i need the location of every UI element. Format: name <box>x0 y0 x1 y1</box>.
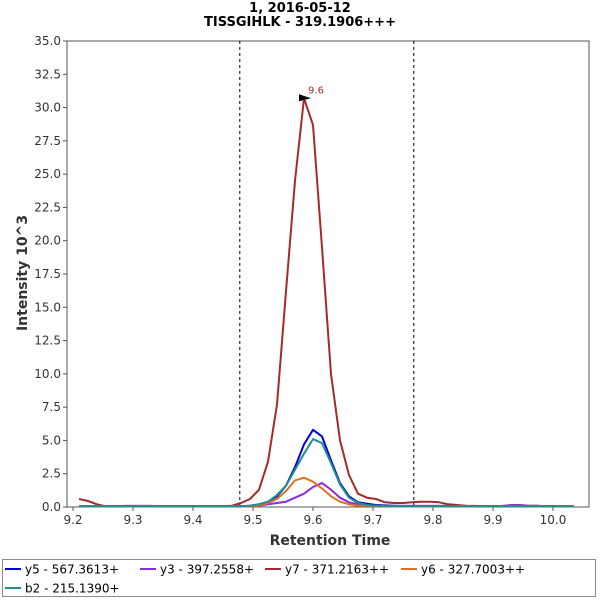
legend: y5 - 567.3613+ y3 - 397.2558+ y7 - 371.216… <box>2 559 596 597</box>
y-tick-label: 35.0 <box>34 34 61 48</box>
y-tick-label: 12.5 <box>34 334 61 348</box>
chart-title: 1, 2016-05-12 <box>249 1 351 16</box>
legend-swatch <box>265 567 281 570</box>
y-tick-label: 15.0 <box>34 300 61 314</box>
series-line <box>79 428 574 508</box>
x-tick-label: 9.7 <box>363 513 382 527</box>
y-tick-label: 20.0 <box>34 234 61 248</box>
x-axis-label: Retention Time <box>270 533 391 549</box>
annotations: 9.6 <box>299 85 324 102</box>
legend-swatch <box>5 567 21 570</box>
legend-label: y5 - 567.3613+ <box>25 562 120 577</box>
legend-label: y3 - 397.2558+ <box>160 562 255 577</box>
y-tick-label: 25.0 <box>34 167 61 181</box>
y-tick-label: 7.5 <box>42 400 61 414</box>
legend-label: y6 - 327.7003++ <box>421 562 526 577</box>
x-tick-label: 9.5 <box>243 513 262 527</box>
legend-item: y3 - 397.2558+ <box>140 562 254 577</box>
y-tick-label: 0.0 <box>42 500 61 514</box>
series-line <box>79 482 574 508</box>
y-tick-label: 22.5 <box>34 200 61 214</box>
legend-label: b2 - 215.1390+ <box>25 581 120 596</box>
x-tick-label: 9.2 <box>63 513 82 527</box>
y-axis-label: Intensity 10^3 <box>15 215 31 331</box>
series-line <box>78 97 574 508</box>
y-tick-label: 32.5 <box>34 67 61 81</box>
legend-item: y6 - 327.7003++ <box>401 562 525 577</box>
y-tick-label: 2.5 <box>42 467 61 481</box>
series-line <box>79 476 574 508</box>
legend-swatch <box>401 567 417 570</box>
legend-label: y7 - 371.2163++ <box>285 562 390 577</box>
chart-subtitle: TISSGIHLK - 319.1906+++ <box>204 15 396 30</box>
y-tick-label: 27.5 <box>34 134 61 148</box>
y-tick-label: 5.0 <box>42 433 61 447</box>
x-tick-label: 9.8 <box>423 513 442 527</box>
legend-item: b2 - 215.1390+ <box>5 581 120 596</box>
x-tick-label: 9.3 <box>123 513 142 527</box>
chromatogram-chart: 0.0 2.5 5.0 7.5 10.0 12.5 15.0 17.5 20.0 22.5 25.0… <box>15 34 590 549</box>
legend-item: y7 - 371.2163++ <box>265 562 389 577</box>
y-tick-label: 17.5 <box>34 267 61 281</box>
x-tick-label: 10.0 <box>540 513 567 527</box>
legend-swatch <box>140 567 156 570</box>
series-lines <box>78 97 574 508</box>
peak-label: 9.6 <box>308 85 324 96</box>
peak-arrow <box>299 94 311 102</box>
x-tick-label: 9.4 <box>183 513 202 527</box>
x-tick-label: 9.9 <box>483 513 502 527</box>
y-tick-label: 30.0 <box>34 101 61 115</box>
plot-frame <box>66 40 590 508</box>
axes: 0.0 2.5 5.0 7.5 10.0 12.5 15.0 17.5 20.0 22.5 25.0… <box>34 34 590 527</box>
y-tick-label: 10.0 <box>34 367 61 381</box>
legend-item: y5 - 567.3613+ <box>5 562 119 577</box>
series-line <box>79 438 574 508</box>
x-tick-label: 9.6 <box>303 513 322 527</box>
legend-swatch <box>5 586 21 589</box>
